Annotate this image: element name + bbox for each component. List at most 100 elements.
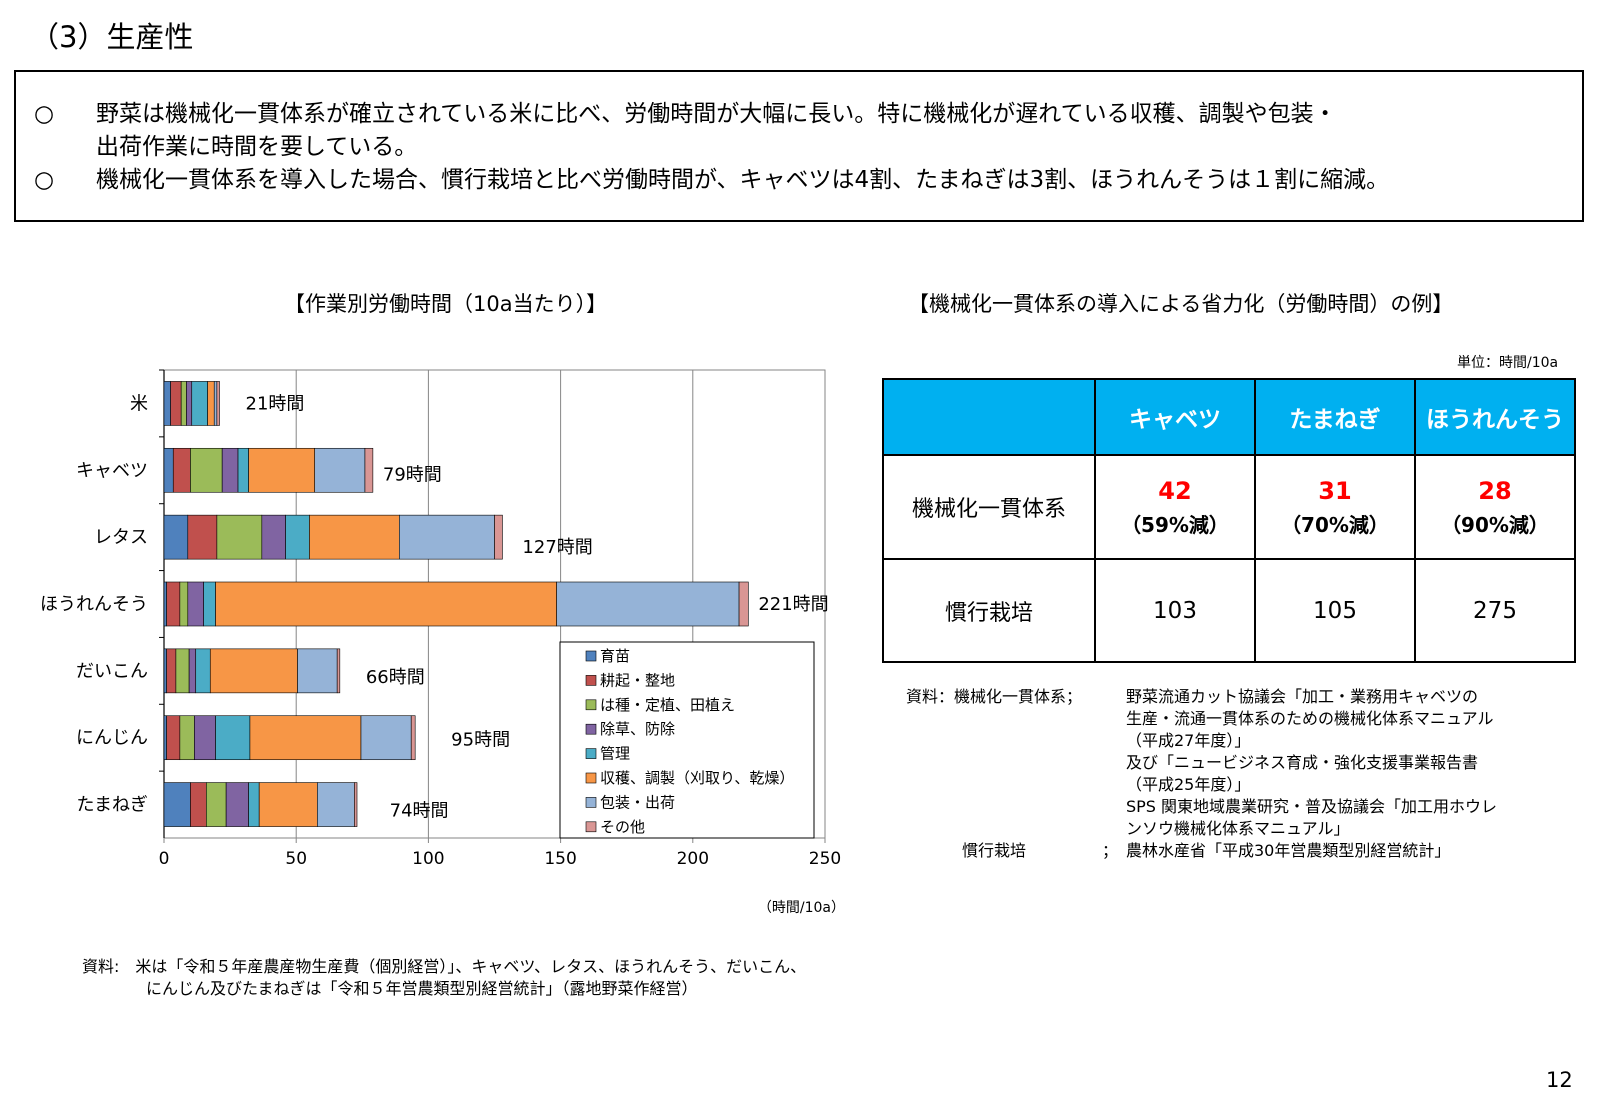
bar-segment <box>166 648 177 694</box>
bar-segment <box>172 447 191 493</box>
category-label: 米 <box>130 393 148 414</box>
bar-segment <box>314 447 366 493</box>
source-line: 資料: 米は「令和５年産農産物生産費（個別経営）」、キャベツ、レタス、ほうれんそ… <box>82 957 807 976</box>
bar-segment <box>354 782 358 827</box>
bar-segment <box>190 782 207 827</box>
bar-segment <box>216 381 220 426</box>
table-header-row: キャベツ たまねぎ ほうれんそう <box>882 378 1576 456</box>
category-label: にんじん <box>76 728 148 749</box>
source-lines: 野菜流通カット協議会「加工・業務用キャベツの 生産・流通一貫体系のための機械化体… <box>1126 686 1497 862</box>
bar-segment <box>225 782 249 827</box>
bar-segment <box>186 381 193 426</box>
bar-segment <box>336 648 341 694</box>
x-tick-label: 250 <box>809 849 841 869</box>
bar-segment <box>194 715 216 761</box>
comparison-table: キャベツ たまねぎ ほうれんそう 機械化一貫体系 42 （59%減） 31 （70%… <box>882 378 1576 663</box>
x-tick-label: 100 <box>412 849 444 869</box>
bar-segment <box>170 381 182 426</box>
total-label: 221時間 <box>758 594 828 615</box>
bar-segment <box>556 581 740 627</box>
source-line: 生産・流通一貫体系のための機械化体系マニュアル <box>1126 709 1494 728</box>
total-label: 95時間 <box>451 730 510 751</box>
legend-swatch <box>585 821 597 833</box>
bar-segment <box>163 715 167 761</box>
bar-segment <box>166 715 181 761</box>
bar-segment <box>163 782 191 827</box>
bullet-line: 野菜は機械化一貫体系が確立されている米に比べ、労働時間が大幅に長い。特に機械化が… <box>96 101 1337 127</box>
bar-segment <box>191 381 208 426</box>
mechanized-value: 31 <box>1318 476 1352 505</box>
x-tick-label: 150 <box>544 849 576 869</box>
legend-swatch <box>585 699 597 711</box>
page-number: 12 <box>1546 1068 1573 1092</box>
bar-segment <box>261 514 286 560</box>
legend-swatch <box>585 723 597 735</box>
bar-segment <box>309 514 400 560</box>
mechanized-value: 42 <box>1158 476 1192 505</box>
bar-segment <box>163 381 171 426</box>
bar-segment <box>360 715 412 761</box>
source-line: 及び「ニュービジネス育成・強化支援事業報告書 <box>1126 753 1479 772</box>
legend-label: 育苗 <box>600 647 630 665</box>
reduction-note: （59%減） <box>1121 512 1229 537</box>
conventional-value: 103 <box>1094 558 1256 663</box>
x-tick-label: 200 <box>677 849 709 869</box>
legend-swatch <box>585 748 597 759</box>
bullet-mark: ○ <box>34 167 55 193</box>
bar-segment <box>163 447 174 493</box>
bar-segment <box>213 381 218 426</box>
table-header-cabbage: キャベツ <box>1094 378 1256 456</box>
row-label: 慣行栽培 <box>882 558 1096 663</box>
legend-swatch <box>585 650 597 662</box>
mechanized-value: 28 <box>1478 476 1512 505</box>
source-line: （平成27年度）」 <box>1126 731 1251 750</box>
x-unit-label: （時間/10a） <box>758 900 845 916</box>
bullet-mark: ○ <box>34 101 55 127</box>
bar-segment <box>215 715 251 761</box>
legend-swatch <box>585 675 597 686</box>
legend-label: 管理 <box>600 745 630 763</box>
bar-segment <box>163 514 189 560</box>
bar-segment <box>175 648 190 694</box>
bar-segment <box>297 648 338 694</box>
bar-segment <box>216 514 263 560</box>
bar-segment <box>248 782 260 827</box>
row-label: 機械化一貫体系 <box>882 454 1096 560</box>
source-line: ンソウ機械化体系マニュアル」 <box>1126 819 1350 838</box>
table-header-empty <box>882 378 1096 456</box>
source-line: 野菜流通カット協議会「加工・業務用キャベツの <box>1126 687 1479 706</box>
bar-segment <box>494 514 503 560</box>
bar-segment <box>187 581 204 627</box>
bar-segment <box>180 381 187 426</box>
source-label: 資料：機械化一貫体系； <box>906 687 1083 706</box>
total-label: 74時間 <box>390 801 449 822</box>
legend-swatch <box>585 797 597 808</box>
bar-segment <box>179 715 195 761</box>
table-row: 機械化一貫体系 42 （59%減） 31 （70%減） 28 （90%減） <box>882 454 1576 560</box>
total-label: 127時間 <box>522 537 592 558</box>
bar-segment <box>410 715 416 761</box>
source-line: にんじん及びたまねぎは「令和５年営農類型別経営統計」（露地野菜作経営） <box>82 979 698 998</box>
table-unit-label: 単位：時間/10a <box>1457 355 1559 371</box>
category-label: キャベツ <box>76 460 148 481</box>
table-title: 【機械化一貫体系の導入による省力化（労働時間）の例】 <box>908 292 1454 316</box>
table-header-onion: たまねぎ <box>1254 378 1416 456</box>
legend-label: 包装・出荷 <box>600 793 675 811</box>
legend-label: 収穫、調製（刈取り、乾燥） <box>600 769 794 787</box>
legend-label: 耕起・整地 <box>600 671 675 689</box>
reduction-note: （90%減） <box>1441 512 1549 537</box>
bar-segment <box>203 581 216 627</box>
source-line: （平成25年度）」 <box>1126 775 1251 794</box>
source-note-left: 資料: 米は「令和５年産農産物生産費（個別経営）」、キャベツ、レタス、ほうれんそ… <box>82 956 806 1000</box>
category-label: だいこん <box>76 661 148 682</box>
table-cell: 31 （70%減） <box>1254 454 1416 560</box>
bar-segment <box>188 648 197 694</box>
bar-segment <box>317 782 355 827</box>
bar-segment <box>209 648 298 694</box>
table-cell: 42 （59%減） <box>1094 454 1256 560</box>
bar-segment <box>179 581 189 627</box>
bar-segment <box>215 581 557 627</box>
bar-segment <box>285 514 310 560</box>
bar-segment <box>187 514 218 560</box>
